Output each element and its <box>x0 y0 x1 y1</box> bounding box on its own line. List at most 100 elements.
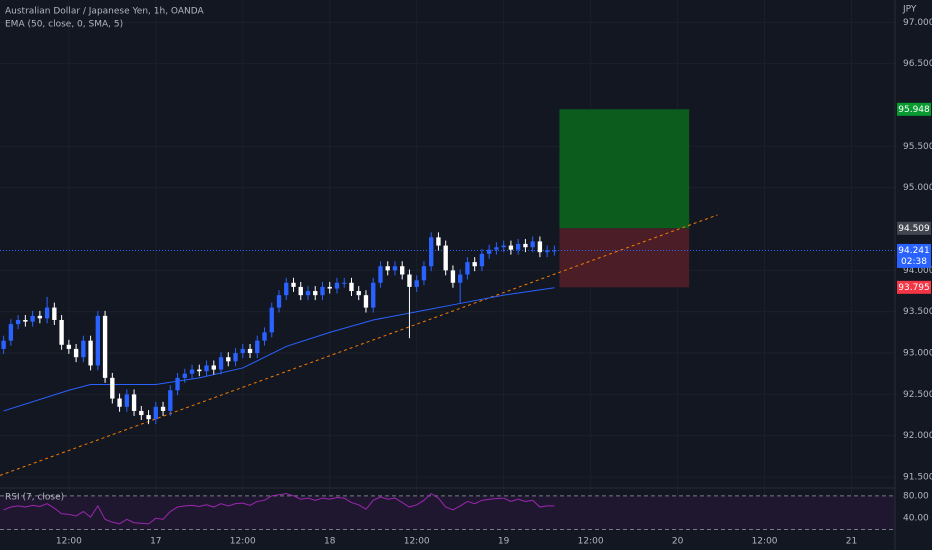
candle-body <box>305 291 311 296</box>
candle-body <box>73 348 79 358</box>
x-tick-label: 12:00 <box>56 537 82 547</box>
candle-body <box>291 282 296 287</box>
candle-body <box>88 340 93 366</box>
y-tick-label: 92.000 <box>903 431 932 441</box>
candle-body <box>443 245 448 271</box>
candle-body <box>494 247 499 250</box>
y-tick-label: 94.000 <box>903 266 932 276</box>
candle-body <box>146 415 151 420</box>
candle-body <box>479 253 485 267</box>
x-tick-label: 21 <box>846 537 857 547</box>
candle-body <box>537 241 543 253</box>
candle-body <box>102 315 108 378</box>
x-tick-label: 12:00 <box>404 537 430 547</box>
candle-body <box>436 237 441 246</box>
candle-body <box>530 241 535 248</box>
candle-body <box>429 237 434 267</box>
candle-body <box>52 307 57 320</box>
candle-body <box>313 291 318 296</box>
y-tick-label: 97.000 <box>903 18 932 28</box>
ema-line <box>3 287 555 412</box>
candle-body <box>218 357 224 370</box>
candle-body <box>139 410 144 416</box>
candle-body <box>117 398 122 407</box>
candle-body <box>356 291 361 296</box>
y-tick-label: 95.000 <box>903 183 932 193</box>
candle-body <box>450 270 456 283</box>
candle-body <box>182 373 187 378</box>
x-tick-label: 20 <box>672 537 684 547</box>
candle-body <box>160 406 166 411</box>
candle-body <box>523 243 528 248</box>
price-label-box <box>897 102 931 116</box>
price-label-box <box>897 280 931 294</box>
candle-body <box>262 332 267 341</box>
candle-body <box>153 406 158 420</box>
candle-body <box>37 315 43 319</box>
x-tick-label: 19 <box>498 537 510 547</box>
y-tick-label: 92.500 <box>903 390 932 400</box>
candle-body <box>378 266 383 283</box>
candle-body <box>414 280 419 287</box>
price-label-box <box>897 243 931 268</box>
candle-body <box>465 262 470 275</box>
candle-body <box>211 365 216 370</box>
chart-title: Australian Dollar / Japanese Yen, 1h, OA… <box>5 7 205 17</box>
indicator-label: EMA (50, close, 0, SMA, 5) <box>5 20 123 30</box>
candle-body <box>44 307 50 319</box>
price-label: 95.948 <box>898 105 930 115</box>
candle-body <box>458 274 463 283</box>
candle-body <box>385 266 390 271</box>
candle-body <box>197 369 202 372</box>
rsi-band <box>0 495 895 530</box>
price-label-box <box>897 221 931 235</box>
x-tick-label: 12:00 <box>230 537 256 547</box>
candle-body <box>284 282 289 296</box>
y-tick-label: 95.500 <box>903 142 932 152</box>
candle-body <box>255 340 260 354</box>
candle-body <box>371 282 376 308</box>
candle-body <box>320 286 325 296</box>
x-tick-label: 12:00 <box>752 537 778 547</box>
y-tick-label: 93.000 <box>903 349 932 359</box>
candle-body <box>15 319 21 325</box>
trend-line <box>0 214 718 476</box>
candle-body <box>515 243 521 250</box>
rsi-tick-label: 40.00 <box>903 514 929 524</box>
candle-body <box>298 286 303 296</box>
loss-zone <box>559 228 690 288</box>
x-tick-label: 17 <box>150 537 161 547</box>
candle-body <box>131 394 137 411</box>
candle-body <box>110 377 115 399</box>
candle-body <box>421 266 427 281</box>
candle-body <box>8 324 14 341</box>
candle-body <box>189 369 195 374</box>
candle-body <box>501 245 506 248</box>
profit-zone <box>559 109 690 229</box>
candle-body <box>59 319 64 345</box>
candle-body <box>1 340 6 349</box>
candle-body <box>276 295 282 308</box>
candle-body <box>226 357 231 362</box>
candle-body <box>407 274 412 287</box>
candle-body <box>486 249 492 254</box>
candle-body <box>349 282 354 292</box>
candle-body <box>363 295 369 308</box>
x-tick-label: 12:00 <box>578 537 604 547</box>
price-label: 94.509 <box>898 224 930 234</box>
candle-body <box>334 282 340 289</box>
candle-body <box>168 390 173 411</box>
candle-body <box>81 340 86 358</box>
candle-body <box>175 377 180 391</box>
candle-body <box>552 250 557 252</box>
y-tick-label: 93.500 <box>903 307 932 317</box>
candle-body <box>342 282 347 284</box>
x-tick-label: 18 <box>324 537 336 547</box>
candle-body <box>544 250 550 253</box>
y-tick-label: 96.500 <box>903 59 932 69</box>
price-label: 94.241 <box>898 246 930 256</box>
countdown-label: 02:38 <box>901 257 927 267</box>
candle-body <box>327 286 332 289</box>
